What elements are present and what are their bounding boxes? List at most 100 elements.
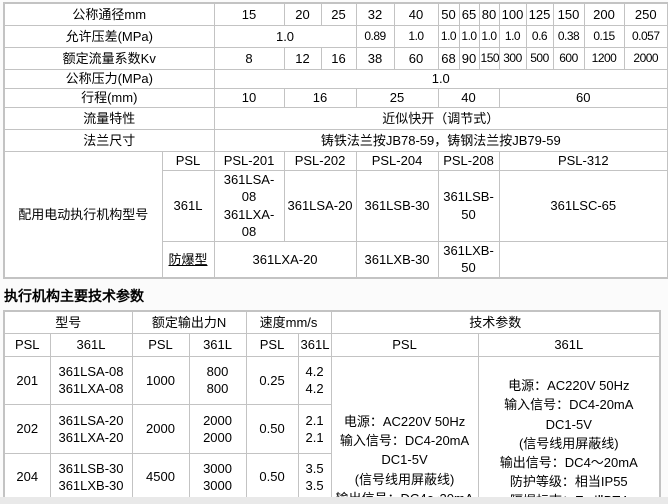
stroke-cell: 40 xyxy=(437,88,500,108)
dn-cell: 200 xyxy=(583,2,625,26)
model-psl-cell: 201 xyxy=(3,355,51,405)
dp-cell: 0.057 xyxy=(623,25,668,48)
l361-model-cell: 361LSA-20 xyxy=(283,169,357,242)
row-rated-flow-coefficient: 额定流量系数Kv 8 12 16 38 60 68 90 150 300 500… xyxy=(3,47,668,70)
stroke-cell: 60 xyxy=(498,88,668,108)
flange-cell: 铸铁法兰按JB78-59，铸钢法兰按JB79-59 xyxy=(213,129,668,152)
row-label-flow: 流量特性 xyxy=(3,107,215,130)
dn-cell: 65 xyxy=(458,2,480,26)
kv-cell: 16 xyxy=(320,47,357,70)
dn-cell: 100 xyxy=(498,2,527,26)
row-actuator-explosion-proof: 防爆型 361LXA-20 361LXB-30 361LXB-50 xyxy=(4,240,668,279)
subheader-psl: PSL xyxy=(330,332,479,357)
subheader-361l: 361L xyxy=(188,332,247,357)
dp-cell: 0.38 xyxy=(552,25,585,48)
actuator-ex-label: 防爆型 xyxy=(161,240,215,279)
dp-cell: 0.89 xyxy=(355,25,395,48)
speed-361l-cell: 2.1 2.1 xyxy=(297,403,332,455)
row-flange-size: 法兰尺寸 铸铁法兰按JB78-59，铸钢法兰按JB79-59 xyxy=(3,129,668,152)
psl-model-cell: PSL-208 xyxy=(437,151,500,171)
dn-cell: 25 xyxy=(320,2,357,26)
dn-cell: 20 xyxy=(283,2,322,26)
model-361l-cell: 361LSB-30 361LXB-30 xyxy=(49,453,133,497)
row-stroke: 行程(mm) 10 16 25 40 60 xyxy=(3,88,668,108)
actuator-header-row: 型号 额定输出力N 速度mm/s 技术参数 xyxy=(3,310,661,334)
psl-model-cell: PSL-312 xyxy=(498,151,668,171)
dp-cell: 0.15 xyxy=(583,25,625,48)
dp-cell: 1.0 xyxy=(393,25,439,48)
subheader-361l: 361L xyxy=(297,332,332,357)
flow-cell: 近似快开（调节式） xyxy=(213,107,668,130)
speed-361l-cell: 3.5 3.5 xyxy=(297,453,332,497)
row-nominal-diameter: 公称通径mm 15 20 25 32 40 50 65 80 100 125 1… xyxy=(3,2,668,26)
ex-model-cell: 361LXB-30 xyxy=(355,240,439,279)
actuator-361l-label: 361L xyxy=(161,169,215,242)
force-psl-cell: 2000 xyxy=(131,403,190,455)
tech-params-psl-cell: 电源：AC220V 50Hz 输入信号：DC4-20mA DC1-5V (信号线… xyxy=(330,355,479,497)
row-allowable-pressure-diff: 允许压差(MPa) 1.0 0.89 1.0 1.0 1.0 1.0 1.0 0… xyxy=(3,25,668,48)
header-rated-force: 额定输出力N xyxy=(131,310,247,334)
l361-model-cell: 361LSB-50 xyxy=(437,169,500,242)
table-row: 202 361LSA-20 361LXA-20 2000 2000 2000 0… xyxy=(3,403,660,455)
subheader-psl: PSL xyxy=(131,332,190,357)
subheader-361l: 361L xyxy=(49,332,133,357)
force-361l-cell: 3000 3000 xyxy=(188,453,247,497)
dp-cell: 1.0 xyxy=(478,25,500,48)
kv-cell: 600 xyxy=(552,47,585,70)
psl-model-cell: PSL-202 xyxy=(283,151,357,171)
l361-model-cell: 361LSA-08 361LXA-08 xyxy=(213,169,285,242)
row-label-stroke: 行程(mm) xyxy=(3,88,215,108)
subheader-361l: 361L xyxy=(477,332,661,357)
table-row: 201 361LSA-08 361LXA-08 1000 800 800 0.2… xyxy=(3,355,661,497)
subheader-psl: PSL xyxy=(245,332,299,357)
row-label-actuator-models: 配用电动执行机构型号 xyxy=(3,150,163,279)
stroke-cell: 16 xyxy=(283,88,357,108)
table-row: 204 361LSB-30 361LXB-30 4500 3000 3000 0… xyxy=(3,453,660,497)
l361-model-cell: 361LSC-65 xyxy=(498,169,668,242)
force-psl-cell: 1000 xyxy=(131,355,190,405)
actuator-subheader-row: PSL 361L PSL 361L PSL 361L PSL 361L xyxy=(3,332,661,357)
row-label-kv: 额定流量系数Kv xyxy=(3,47,215,70)
dn-cell: 32 xyxy=(355,2,395,26)
actuator-spec-table: 型号 额定输出力N 速度mm/s 技术参数 PSL 361L PSL 361L … xyxy=(3,309,662,497)
model-361l-cell: 361LSA-20 361LXA-20 xyxy=(49,403,133,455)
valve-spec-table: 公称通径mm 15 20 25 32 40 50 65 80 100 125 1… xyxy=(3,2,668,279)
dn-cell: 125 xyxy=(525,2,554,26)
l361-model-cell: 361LSB-30 xyxy=(355,169,439,242)
row-nominal-pressure: 公称压力(MPa) 1.0 xyxy=(3,69,668,89)
kv-cell: 12 xyxy=(283,47,322,70)
dn-cell: 250 xyxy=(623,2,668,26)
dp-cell: 1.0 xyxy=(458,25,480,48)
row-actuator-361l: 361L 361LSA-08 361LXA-08 361LSA-20 361LS… xyxy=(4,169,668,242)
dp-cell: 1.0 xyxy=(498,25,527,48)
header-model: 型号 xyxy=(3,310,133,334)
kv-cell: 60 xyxy=(393,47,439,70)
force-361l-cell: 2000 2000 xyxy=(188,403,247,455)
row-label-nominal-pressure: 公称压力(MPa) xyxy=(3,69,215,89)
row-label-pressure-diff: 允许压差(MPa) xyxy=(3,25,215,48)
kv-cell: 68 xyxy=(437,47,460,70)
subheader-psl: PSL xyxy=(3,332,51,357)
ex-model-cell-empty xyxy=(498,240,668,279)
model-psl-cell: 204 xyxy=(3,453,51,497)
kv-cell: 8 xyxy=(213,47,285,70)
ex-model-cell: 361LXB-50 xyxy=(437,240,500,279)
stroke-cell: 25 xyxy=(355,88,439,108)
actuator-psl-label: PSL xyxy=(161,151,215,171)
dn-cell: 80 xyxy=(478,2,500,26)
force-361l-cell: 800 800 xyxy=(188,355,247,405)
tech-params-361l-cell: 电源：AC220V 50Hz 输入信号：DC4-20mA DC1-5V (信号线… xyxy=(477,355,661,497)
row-flow-characteristic: 流量特性 近似快开（调节式） xyxy=(3,107,668,130)
speed-psl-cell: 0.50 xyxy=(245,453,299,497)
model-361l-cell: 361LSA-08 361LXA-08 xyxy=(49,355,133,405)
kv-cell: 1200 xyxy=(583,47,625,70)
header-speed: 速度mm/s xyxy=(245,310,332,334)
kv-cell: 38 xyxy=(355,47,395,70)
row-label-flange: 法兰尺寸 xyxy=(3,129,215,152)
dp-cell: 1.0 xyxy=(437,25,460,48)
row-actuator-psl: 配用电动执行机构型号 PSL PSL-201 PSL-202 PSL-204 P… xyxy=(3,150,668,279)
dp-cell: 0.6 xyxy=(525,25,554,48)
kv-cell: 90 xyxy=(458,47,480,70)
kv-cell: 300 xyxy=(498,47,527,70)
